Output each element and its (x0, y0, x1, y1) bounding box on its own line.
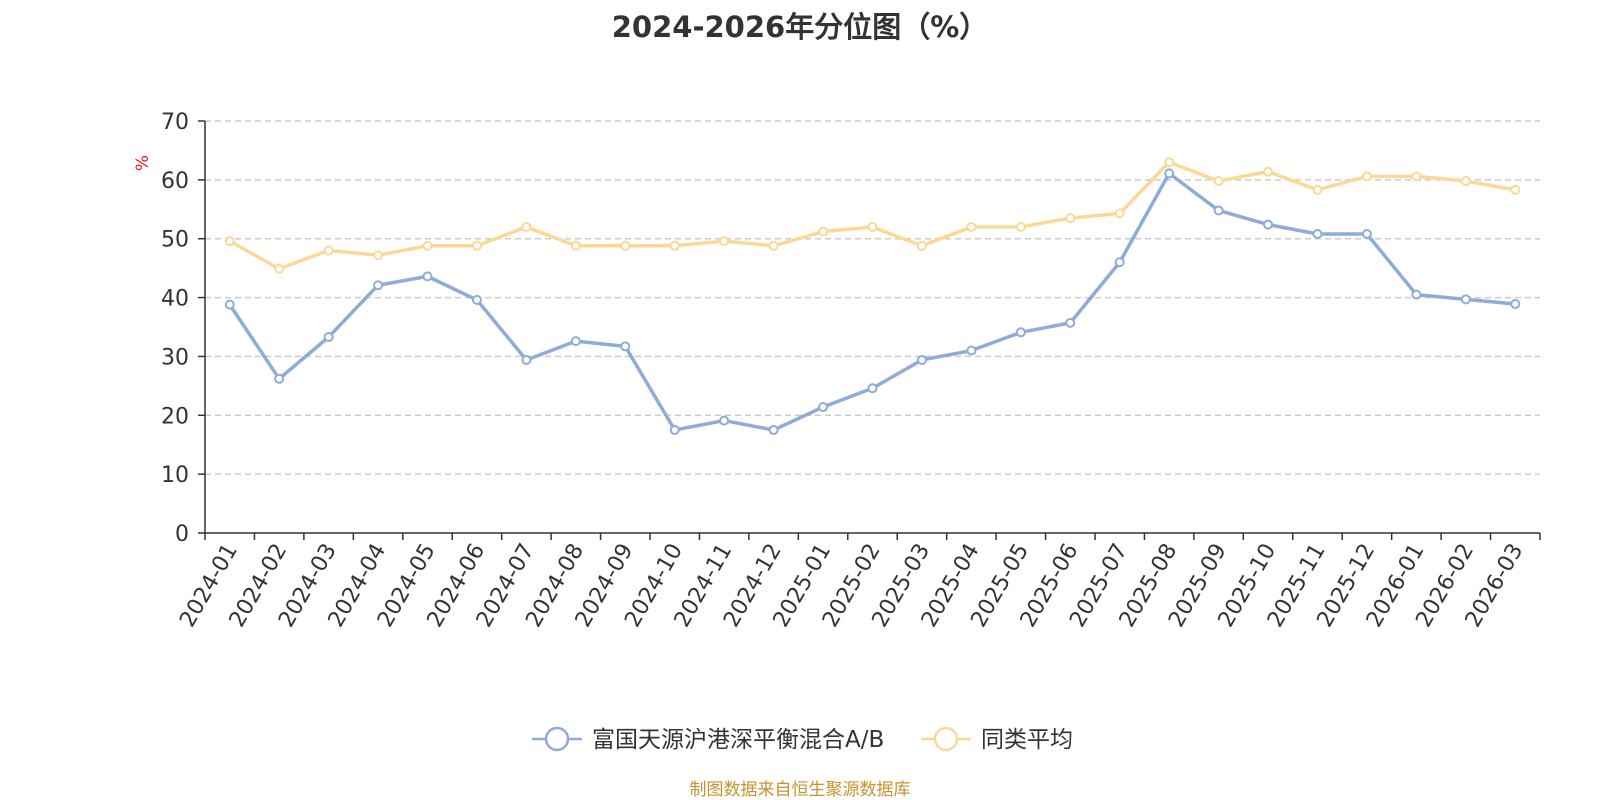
data-point (867, 383, 878, 394)
data-point (224, 236, 235, 247)
data-point (620, 240, 631, 251)
y-tick-label: 40 (161, 287, 189, 312)
source-note: 制图数据来自恒生聚源数据库 (689, 780, 911, 800)
data-point (274, 263, 285, 274)
data-point (570, 240, 581, 251)
legend-label: 富国天源沪港深平衡混合A/B (592, 727, 884, 753)
data-point (620, 341, 631, 352)
data-point (1312, 184, 1323, 195)
data-point (422, 271, 433, 282)
data-point (471, 294, 482, 305)
data-point (570, 336, 581, 347)
legend-label: 同类平均 (981, 727, 1073, 753)
data-point (1213, 205, 1224, 216)
data-point (1411, 171, 1422, 182)
data-point (1460, 294, 1471, 305)
y-tick-label: 30 (161, 345, 189, 370)
data-point (719, 236, 730, 247)
data-point (966, 345, 977, 356)
data-point (768, 425, 779, 435)
data-point (1213, 176, 1224, 187)
legend-marker (544, 726, 570, 752)
legend-marker (933, 726, 959, 752)
data-point (422, 240, 433, 251)
data-point (669, 425, 680, 435)
data-point (768, 240, 779, 251)
data-point (1114, 208, 1125, 219)
data-point (1411, 289, 1422, 300)
data-point (1263, 219, 1274, 230)
y-tick-label: 50 (161, 228, 189, 253)
data-point (1510, 184, 1521, 195)
y-tick-label: 0 (175, 522, 189, 547)
y-tick-label: 20 (161, 404, 189, 429)
data-point (818, 402, 829, 413)
data-point (1312, 229, 1323, 240)
data-point (323, 332, 334, 343)
data-point (323, 245, 334, 256)
data-point (521, 221, 532, 232)
data-point (274, 373, 285, 384)
data-point (224, 299, 235, 310)
data-point (521, 354, 532, 365)
data-point (1114, 257, 1125, 268)
data-point (719, 415, 730, 426)
data-point (1015, 327, 1026, 338)
data-point (471, 240, 482, 251)
data-point (1065, 317, 1076, 328)
y-tick-label: 70 (161, 110, 189, 135)
data-point (818, 226, 829, 237)
chart-title: 2024-2026年分位图（%） (611, 10, 989, 44)
data-point (1164, 168, 1175, 179)
data-point (1065, 213, 1076, 224)
data-point (373, 280, 384, 291)
data-point (669, 240, 680, 251)
data-point (867, 221, 878, 232)
data-point (1460, 176, 1471, 187)
data-point (916, 240, 927, 251)
data-point (1263, 166, 1274, 177)
data-point (1510, 299, 1521, 310)
y-tick-label: 60 (161, 169, 189, 194)
data-point (373, 250, 384, 261)
y-tick-label: 10 (161, 463, 189, 488)
data-point (966, 221, 977, 232)
data-point (1361, 229, 1372, 240)
data-point (1361, 171, 1372, 182)
data-point (1164, 157, 1175, 168)
series-line (228, 160, 1516, 271)
data-point (1015, 221, 1026, 232)
y-axis-label: % (133, 155, 153, 171)
data-point (916, 354, 927, 365)
